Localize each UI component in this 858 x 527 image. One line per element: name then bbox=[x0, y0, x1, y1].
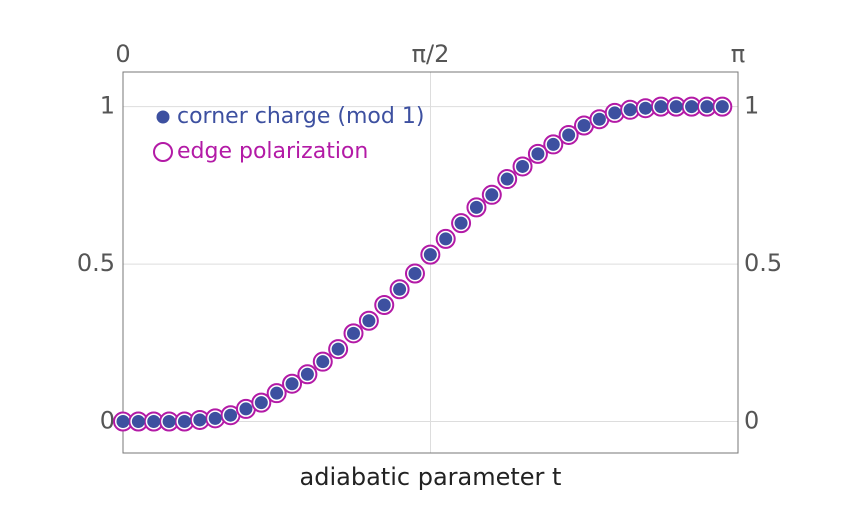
marker-filled bbox=[454, 216, 468, 230]
marker-filled bbox=[592, 112, 606, 126]
y2-tick-label: 1 bbox=[744, 92, 759, 120]
legend-label: corner charge (mod 1) bbox=[177, 104, 424, 129]
marker-filled bbox=[654, 100, 668, 114]
marker-filled bbox=[393, 282, 407, 296]
marker-filled bbox=[254, 396, 268, 410]
marker-filled bbox=[669, 100, 683, 114]
marker-filled bbox=[638, 101, 652, 115]
marker-filled bbox=[685, 100, 699, 114]
x-tick-label: 0 bbox=[115, 40, 130, 68]
y-tick-label: 0.5 bbox=[77, 249, 115, 277]
marker-filled bbox=[531, 147, 545, 161]
marker-open bbox=[153, 142, 173, 162]
marker-filled bbox=[623, 103, 637, 117]
marker-filled bbox=[300, 367, 314, 381]
marker-filled bbox=[408, 267, 422, 281]
marker-filled bbox=[362, 314, 376, 328]
marker-filled bbox=[562, 128, 576, 142]
plot-frame bbox=[122, 71, 739, 454]
marker-filled bbox=[577, 119, 591, 133]
y2-tick-label: 0 bbox=[744, 407, 759, 435]
marker-filled bbox=[270, 386, 284, 400]
legend-label: edge polarization bbox=[177, 139, 368, 164]
marker-filled bbox=[316, 355, 330, 369]
marker-filled bbox=[224, 408, 238, 422]
y-tick-label: 0 bbox=[100, 407, 115, 435]
marker-filled bbox=[700, 100, 714, 114]
marker-filled bbox=[177, 415, 191, 429]
marker-filled bbox=[193, 413, 207, 427]
marker-filled bbox=[147, 415, 161, 429]
marker-filled bbox=[546, 137, 560, 151]
marker-filled bbox=[469, 200, 483, 214]
marker-filled bbox=[131, 415, 145, 429]
marker-filled bbox=[485, 188, 499, 202]
marker-filled bbox=[377, 298, 391, 312]
marker-filled bbox=[156, 110, 170, 124]
marker-filled bbox=[331, 342, 345, 356]
marker-filled bbox=[239, 402, 253, 416]
x-tick-label: π bbox=[731, 40, 745, 68]
x-axis-label: adiabatic parameter t bbox=[300, 463, 562, 491]
marker-filled bbox=[116, 415, 130, 429]
marker-filled bbox=[715, 100, 729, 114]
marker-filled bbox=[347, 326, 361, 340]
marker-filled bbox=[208, 411, 222, 425]
marker-filled bbox=[423, 248, 437, 262]
marker-filled bbox=[500, 172, 514, 186]
marker-filled bbox=[608, 106, 622, 120]
marker-filled bbox=[162, 415, 176, 429]
x-tick-label: π/2 bbox=[412, 40, 450, 68]
marker-filled bbox=[516, 159, 530, 173]
y-tick-label: 1 bbox=[100, 92, 115, 120]
marker-filled bbox=[439, 232, 453, 246]
y2-tick-label: 0.5 bbox=[744, 249, 782, 277]
marker-filled bbox=[285, 377, 299, 391]
